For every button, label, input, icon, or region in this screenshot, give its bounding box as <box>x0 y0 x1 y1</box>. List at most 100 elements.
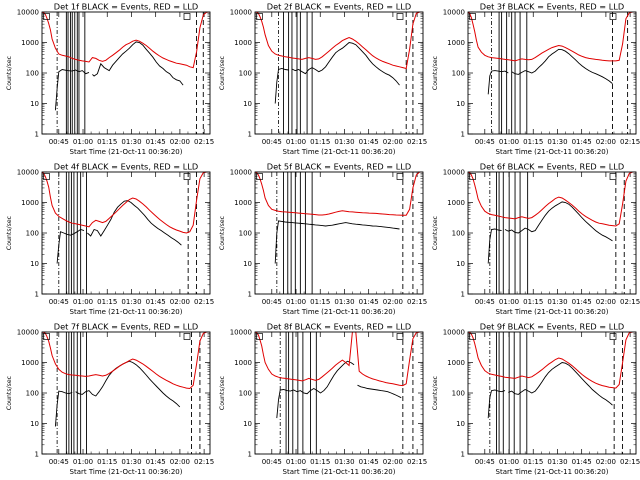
plot-area <box>468 12 636 134</box>
x-axis-label: Start Time (21-Oct-11 00:36:20) <box>70 148 183 156</box>
x-tick-label: 01:15 <box>310 138 330 146</box>
x-tick-label: 01:45 <box>359 138 379 146</box>
x-tick-label: 02:15 <box>620 298 640 306</box>
corner-marker-left <box>256 173 263 180</box>
y-tick-label: 10 <box>243 260 252 268</box>
y-tick-label: 10000 <box>230 169 252 177</box>
x-tick-label: 02:15 <box>407 458 427 466</box>
corner-marker-left <box>43 333 50 340</box>
y-axis-label: Counts/sec <box>219 375 226 410</box>
lld-series-red <box>42 12 210 69</box>
corner-marker-left <box>469 333 476 340</box>
corner-marker-right <box>609 13 617 20</box>
x-tick-label: 00:45 <box>475 298 495 306</box>
corner-marker-right <box>609 333 617 340</box>
lld-series-red <box>42 172 210 234</box>
y-tick-label: 10 <box>456 100 465 108</box>
x-tick-label: 00:45 <box>49 138 69 146</box>
x-tick-label: 01:45 <box>572 298 592 306</box>
corner-marker-left <box>469 173 476 180</box>
chart-title: Det 9f BLACK = Events, RED = LLD <box>480 322 624 332</box>
y-axis-label: Counts/sec <box>432 375 439 410</box>
corner-marker-left <box>469 13 476 20</box>
lld-series-red <box>468 172 636 227</box>
chart-panel-4: Det 4f BLACK = Events, RED = LLD Counts/s… <box>6 162 214 317</box>
y-tick-label: 1 <box>461 451 465 459</box>
lld-series-red <box>468 332 636 389</box>
plot-frame <box>41 331 211 455</box>
chart-title: Det 5f BLACK = Events, RED = LLD <box>267 162 411 172</box>
y-tick-label: 100 <box>452 70 465 78</box>
y-tick-label: 1000 <box>234 359 252 367</box>
x-tick-label: 01:45 <box>146 298 166 306</box>
plot-frame <box>254 11 424 135</box>
x-tick-label: 02:00 <box>383 458 403 466</box>
x-tick-label: 01:30 <box>334 458 354 466</box>
x-tick-label: 01:15 <box>310 298 330 306</box>
x-tick-label: 01:15 <box>523 298 543 306</box>
events-series-black <box>54 41 184 111</box>
y-tick-label: 1 <box>461 131 465 139</box>
plot-frame <box>467 171 637 295</box>
y-tick-label: 1 <box>35 291 39 299</box>
y-tick-label: 100 <box>26 390 39 398</box>
y-tick-label: 1 <box>35 131 39 139</box>
plot-frame <box>254 171 424 295</box>
x-axis-label: Start Time (21-Oct-11 00:36:20) <box>283 468 396 476</box>
y-tick-label: 10 <box>243 420 252 428</box>
plot-area <box>255 172 423 294</box>
y-tick-label: 1000 <box>234 39 252 47</box>
chart-panel-1: Det 1f BLACK = Events, RED = LLD Counts/s… <box>6 2 214 157</box>
corner-marker-left <box>43 173 50 180</box>
x-tick-label: 02:00 <box>383 298 403 306</box>
plot-area <box>255 12 423 134</box>
y-tick-label: 1000 <box>447 39 465 47</box>
lld-series-red <box>255 172 423 216</box>
x-tick-label: 02:15 <box>620 138 640 146</box>
chart-panel-8: Det 8f BLACK = Events, RED = LLD Counts/s… <box>219 322 427 477</box>
events-series-black <box>487 362 613 419</box>
y-axis-label: Counts/sec <box>219 215 226 250</box>
x-tick-label: 00:45 <box>262 458 282 466</box>
x-axis-label: Start Time (21-Oct-11 00:36:20) <box>496 148 609 156</box>
chart-panel-2: Det 2f BLACK = Events, RED = LLD Counts/s… <box>219 2 427 157</box>
x-tick-label: 01:00 <box>499 138 519 146</box>
plot-area <box>468 172 636 294</box>
x-tick-label: 02:15 <box>194 298 214 306</box>
x-tick-label: 00:45 <box>475 138 495 146</box>
chart-panel-7: Det 7f BLACK = Events, RED = LLD Counts/s… <box>6 322 214 477</box>
x-tick-label: 01:00 <box>499 298 519 306</box>
x-axis-label: Start Time (21-Oct-11 00:36:20) <box>496 308 609 316</box>
y-tick-label: 10000 <box>17 329 39 337</box>
x-tick-label: 01:15 <box>97 298 117 306</box>
x-tick-label: 01:15 <box>523 138 543 146</box>
x-tick-label: 01:00 <box>73 458 93 466</box>
x-axis-label: Start Time (21-Oct-11 00:36:20) <box>283 308 396 316</box>
chart-panel-9: Det 9f BLACK = Events, RED = LLD Counts/s… <box>432 322 640 477</box>
plot-area <box>42 12 210 134</box>
x-tick-label: 00:45 <box>262 138 282 146</box>
plot-frame <box>254 331 424 455</box>
y-tick-label: 1000 <box>447 359 465 367</box>
x-tick-label: 01:00 <box>286 458 306 466</box>
x-tick-label: 00:45 <box>475 458 495 466</box>
plot-area <box>42 332 210 454</box>
y-tick-label: 1000 <box>21 39 39 47</box>
events-series-black <box>274 220 400 264</box>
plot-area <box>255 332 423 454</box>
y-tick-label: 10 <box>30 100 39 108</box>
x-tick-label: 01:45 <box>146 458 166 466</box>
y-tick-label: 10000 <box>17 169 39 177</box>
corner-marker-right <box>396 13 404 20</box>
y-axis-label: Counts/sec <box>432 215 439 250</box>
y-tick-label: 10000 <box>443 9 465 17</box>
chart-title: Det 4f BLACK = Events, RED = LLD <box>54 162 198 172</box>
y-tick-label: 10000 <box>443 169 465 177</box>
x-tick-label: 02:00 <box>170 458 190 466</box>
y-tick-label: 1 <box>248 131 252 139</box>
x-tick-label: 01:15 <box>310 458 330 466</box>
x-tick-label: 01:00 <box>286 298 306 306</box>
chart-panel-5: Det 5f BLACK = Events, RED = LLD Counts/s… <box>219 162 427 317</box>
x-tick-label: 01:15 <box>523 458 543 466</box>
x-tick-label: 02:00 <box>170 138 190 146</box>
